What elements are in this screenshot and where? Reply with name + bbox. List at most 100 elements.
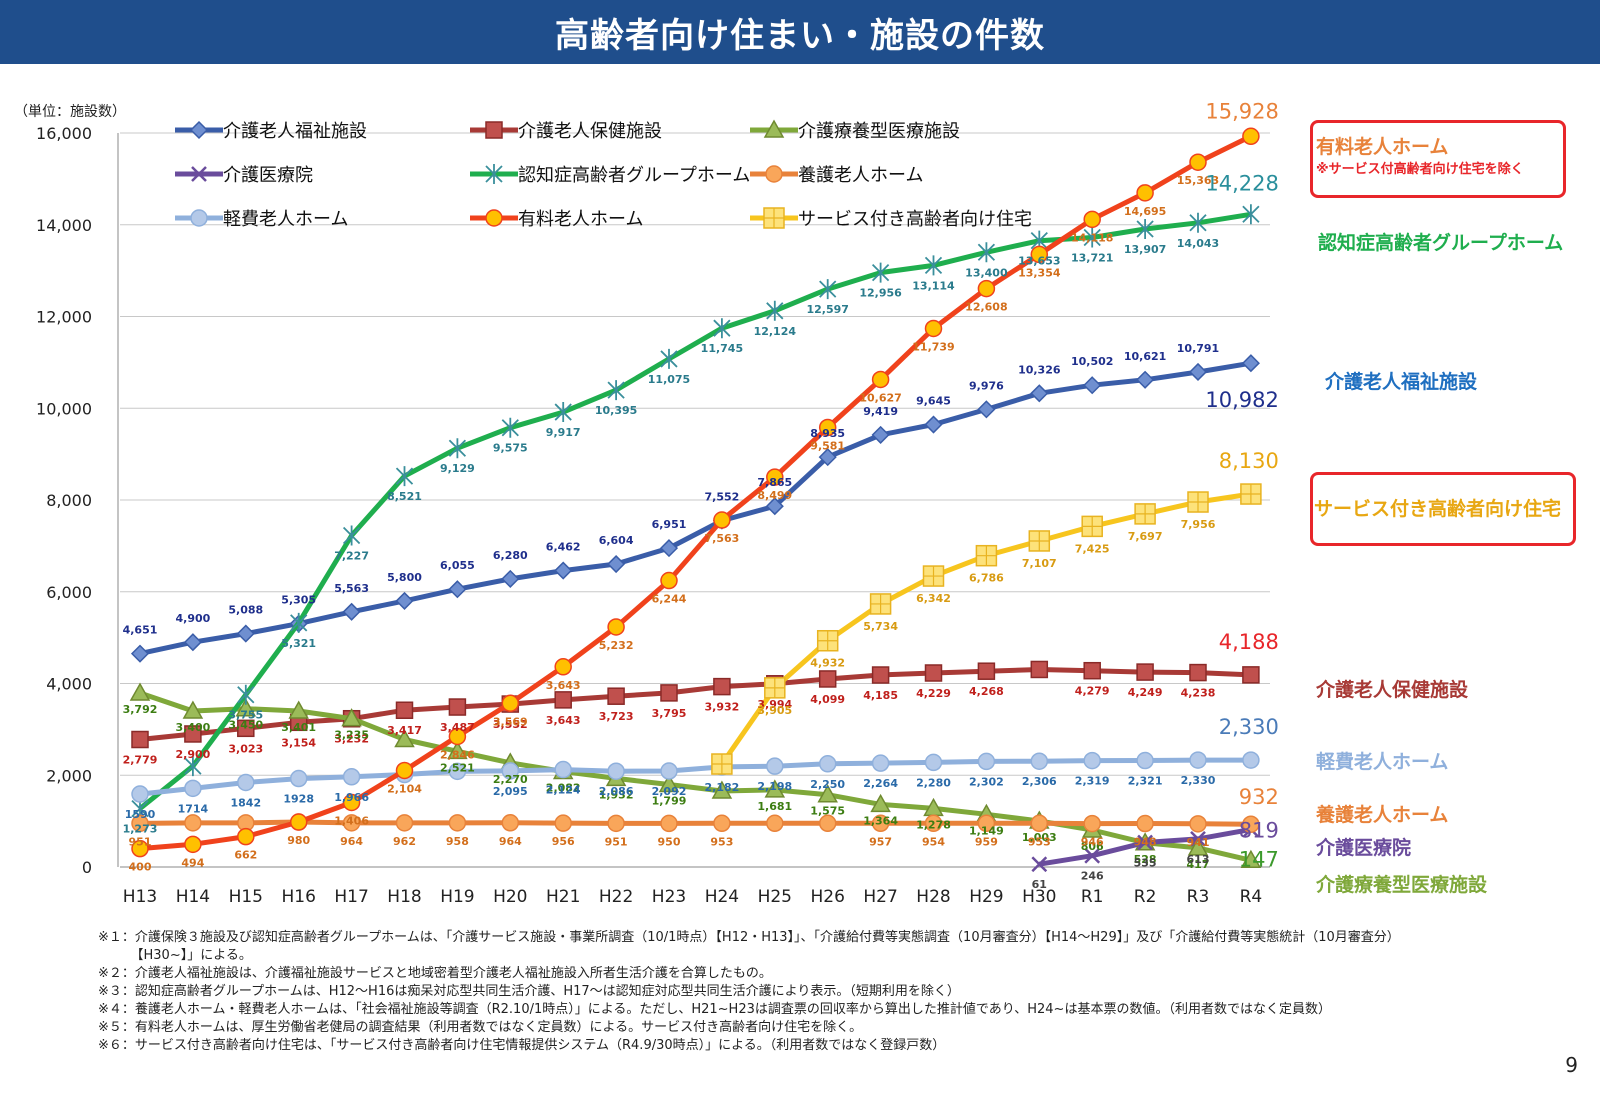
data-label: 2,104: [387, 782, 422, 795]
data-label: 946: [1081, 836, 1104, 849]
data-point: [660, 684, 678, 702]
data-point: [977, 279, 996, 298]
data-label: 2,330: [1181, 774, 1216, 787]
data-label: 494: [181, 856, 204, 869]
data-point: [1083, 227, 1101, 248]
data-point: [711, 780, 733, 799]
data-label: 13,721: [1071, 252, 1113, 265]
end-value-label: 819: [1239, 818, 1279, 842]
data-label: 941: [1187, 836, 1210, 849]
data-label: 5,232: [599, 639, 634, 652]
data-label: 5,563: [334, 582, 369, 595]
data-point: [1083, 210, 1101, 229]
x-tick-label: H20: [493, 887, 527, 907]
data-point: [818, 755, 837, 773]
data-point: [182, 700, 204, 719]
data-label: 4,932: [810, 657, 845, 670]
data-label: 1,575: [810, 805, 845, 818]
data-point: [395, 701, 414, 719]
data-point: [660, 571, 678, 590]
data-point: [1189, 212, 1207, 233]
data-label: 1714: [178, 802, 209, 815]
data-point-cross: [923, 566, 944, 587]
data-point: [554, 691, 572, 709]
data-label: 2,124: [546, 784, 581, 797]
data-label: 954: [922, 835, 945, 848]
data-label: 12,608: [965, 301, 1007, 314]
data-point: [871, 425, 890, 444]
data-point: [765, 165, 783, 183]
legend-item: 有料老人ホーム: [470, 209, 643, 230]
y-grid: 0 2,000 4,000 6,000 8,000 10,000 12,000 14,000 1…: [36, 124, 1270, 877]
data-point: [870, 793, 891, 813]
data-point: [977, 242, 996, 263]
annotation-hoken: 介護老人保健施設: [1316, 679, 1469, 701]
data-label: 2,250: [810, 778, 845, 791]
data-label: 13,354: [1018, 266, 1061, 279]
data-point: [184, 835, 202, 854]
data-point: [448, 762, 467, 781]
y-tick-label: 6,000: [46, 583, 92, 602]
data-point: [764, 779, 786, 798]
data-label: 3,994: [757, 698, 792, 711]
footnotes: ※１：介護保険３施設及び認知症高齢者グループホームは、「介護サービス施設・事業所…: [98, 929, 1518, 1055]
legend-label: 軽費老人ホーム: [223, 209, 348, 230]
data-labels-3: 61 246 535 613: [1032, 853, 1210, 891]
data-labels-0: 4,651 4,900 5,088 5,305 5,563 5,800 6,055 6,280…: [123, 342, 1220, 637]
data-point: [237, 719, 255, 738]
series-5: [131, 813, 1260, 833]
series-7: [131, 127, 1260, 858]
data-label: 14,695: [1124, 205, 1166, 218]
legend-label: 介護老人保健施設: [518, 121, 662, 142]
data-point-cross: [1029, 530, 1050, 551]
annotation-ryoyo: 介護療養型医療施設: [1316, 874, 1488, 896]
data-label: 948: [1134, 836, 1157, 849]
data-label: 3,643: [546, 679, 581, 692]
data-point: [448, 814, 467, 832]
data-label: 956: [552, 835, 575, 848]
data-point: [1187, 837, 1209, 856]
data-label: 959: [975, 835, 998, 848]
end-value-label: 15,928: [1205, 99, 1278, 123]
legend-label: 認知症高齢者グループホーム: [518, 165, 750, 186]
data-label: 3,552: [493, 718, 528, 731]
data-point: [289, 769, 308, 788]
data-label: 11,075: [648, 373, 690, 386]
data-point: [554, 402, 572, 423]
data-label: 3,643: [546, 714, 581, 727]
data-point: [977, 814, 996, 833]
data-point: [485, 209, 503, 227]
data-label: 3,417: [387, 724, 422, 737]
data-point: [1240, 849, 1262, 869]
data-labels-6: 1590 1714 1842 1928 1,966 2,095 2,124 2,086 2,09…: [125, 774, 1216, 821]
data-label: 10,395: [595, 404, 637, 417]
data-point: [1136, 814, 1154, 833]
data-point: [1083, 376, 1102, 395]
data-point: [766, 300, 784, 321]
data-point: [129, 682, 151, 701]
data-label: 15,363: [1177, 174, 1219, 187]
data-point: [289, 813, 308, 831]
x-tick-label: R3: [1187, 887, 1210, 907]
data-label: 1,681: [757, 800, 792, 813]
data-point: [1030, 660, 1049, 679]
series-line: [139, 757, 1251, 797]
data-point: [924, 415, 943, 434]
data-label: 7,563: [705, 532, 740, 545]
data-point: [342, 602, 361, 621]
data-label: 2,302: [969, 775, 1004, 788]
series-line: [139, 134, 1252, 852]
data-point: [485, 164, 503, 184]
data-point: [819, 279, 837, 300]
data-point: [924, 664, 943, 682]
data-point: [1188, 362, 1208, 382]
data-point: [236, 624, 255, 643]
data-label: 2,198: [757, 780, 792, 793]
series-6: [131, 751, 1260, 803]
data-point: [871, 754, 890, 772]
series-1: [131, 660, 1260, 749]
y-tick-label: 8,000: [46, 491, 92, 510]
data-label: 13,114: [912, 279, 955, 292]
data-label: 980: [287, 834, 310, 847]
line-chart: 0 2,000 4,000 6,000 8,000 10,000 12,000 14,000 1…: [14, 99, 1279, 907]
